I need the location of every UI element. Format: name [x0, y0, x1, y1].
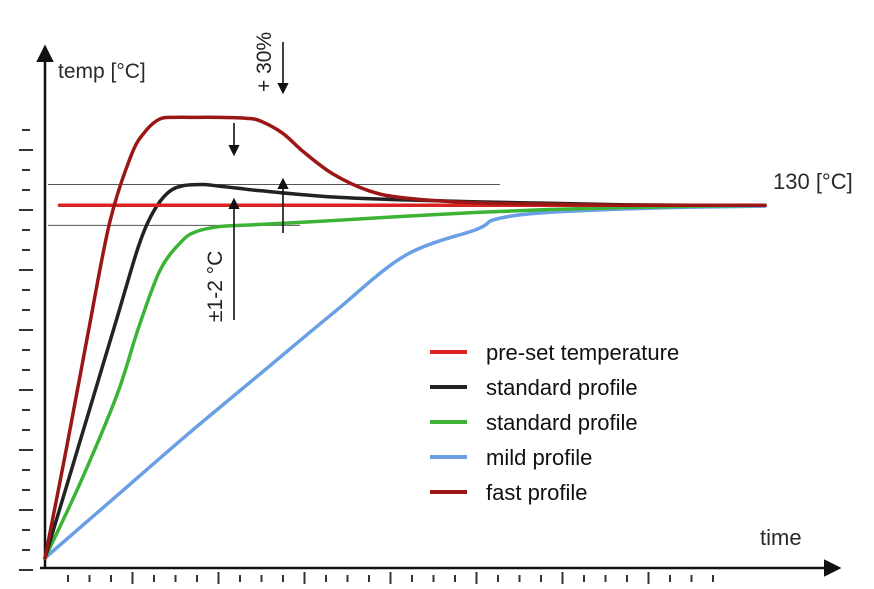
series-line-standard-black [43, 182, 767, 560]
series-line-standard-green [43, 203, 767, 560]
series-line-mild [43, 204, 767, 560]
annotations: + 30% ±1-2 °C [204, 32, 289, 322]
legend-label: fast profile [486, 480, 588, 505]
setpoint-label: 130 [°C] [773, 169, 853, 194]
overshoot-label: + 30% [253, 32, 276, 92]
tolerance-label: ±1-2 °C [204, 251, 227, 322]
legend-label: standard profile [486, 410, 638, 435]
series-line-fast [43, 115, 767, 560]
axis-ticks [19, 129, 714, 584]
legend-label: mild profile [486, 445, 592, 470]
legend-label: standard profile [486, 375, 638, 400]
y-axis-label: temp [°C] [58, 60, 146, 83]
legend-label: pre-set temperature [486, 340, 679, 365]
x-axis-label: time [760, 525, 802, 550]
series-lines [43, 115, 767, 560]
legend: pre-set temperature standard profile stand… [430, 340, 679, 505]
